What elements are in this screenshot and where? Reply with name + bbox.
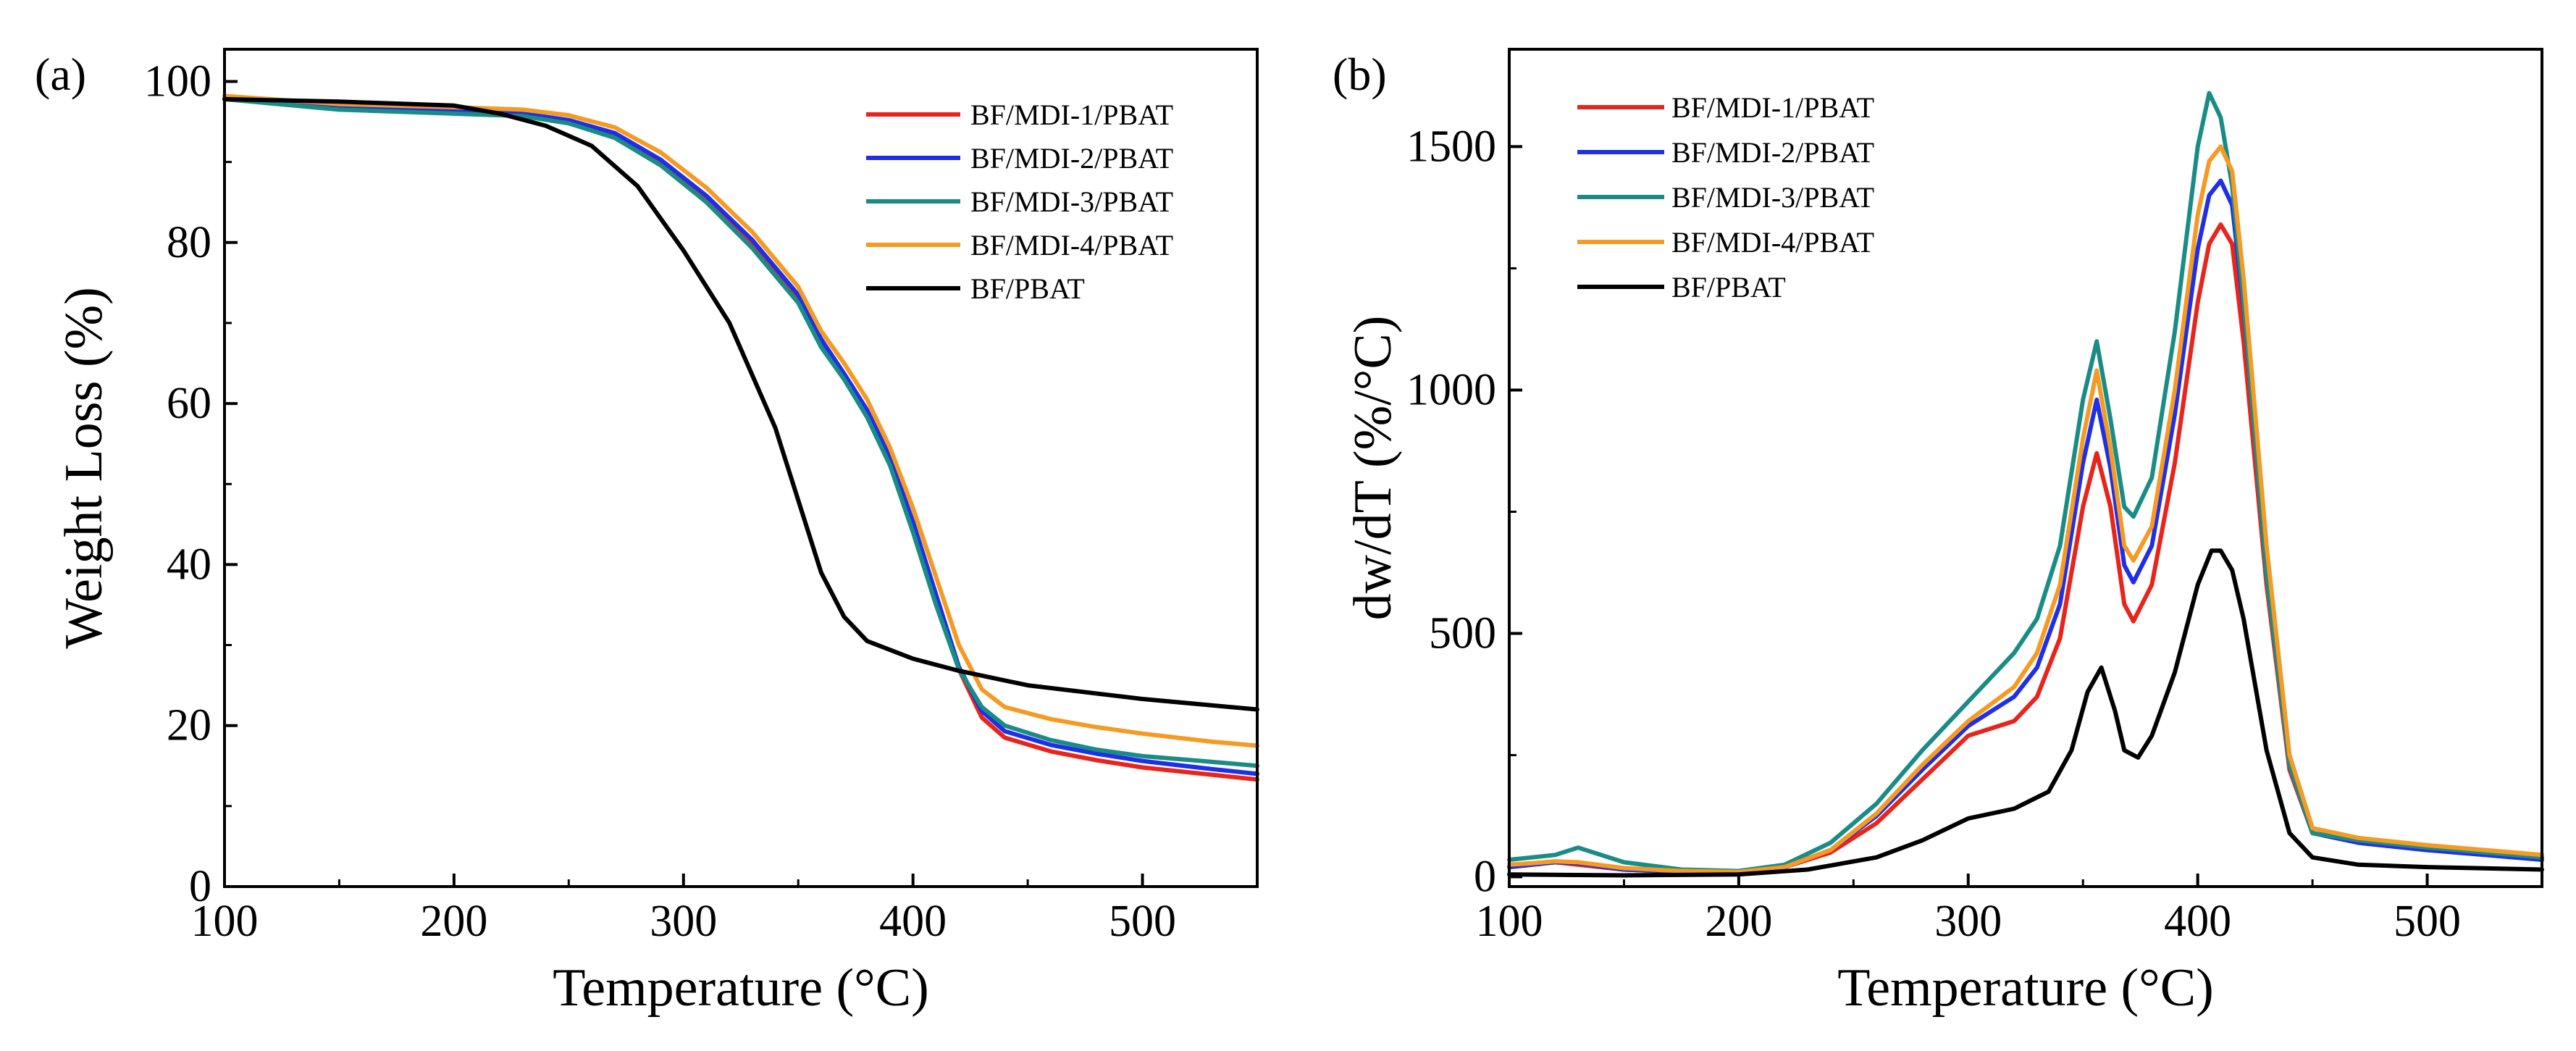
- series-line-b-1: [1507, 178, 2544, 874]
- legend-label-a-1: BF/MDI-2/PBAT: [970, 142, 1173, 175]
- series-line-a-3: [222, 93, 1259, 748]
- legend-label-b-2: BF/MDI-3/PBAT: [1671, 181, 1874, 214]
- y-tick-label-a-1: 20: [167, 701, 211, 750]
- y-tick-label-a-3: 60: [167, 379, 211, 428]
- panel-a-plot-frame: [223, 48, 1259, 888]
- panel-b-plot-frame: [1508, 48, 2543, 888]
- legend-label-a-2: BF/MDI-3/PBAT: [970, 185, 1173, 218]
- x-tick-label-b-4: 500: [2394, 897, 2461, 946]
- panel-a-y-axis-label: Weight Loss (%): [54, 287, 114, 649]
- panel-b-y-axis-label: dw/dT (%/°C): [1343, 316, 1403, 621]
- legend-label-b-0: BF/MDI-1/PBAT: [1671, 91, 1874, 124]
- panel-b: (b) 100 200 300 400 500 0 500 1000 1500 Tempera…: [1333, 48, 2544, 1018]
- y-tick-label-b-1: 500: [1429, 609, 1496, 658]
- panel-a-legend: BF/MDI-1/PBAT BF/MDI-2/PBAT BF/MDI-3/PBA…: [866, 99, 1173, 305]
- y-tick-label-a-0: 0: [189, 862, 211, 911]
- panel-a-x-axis-label: Temperature (°C): [553, 958, 929, 1018]
- panel-a-series-layer: [222, 93, 1259, 782]
- legend-label-b-3: BF/MDI-4/PBAT: [1671, 226, 1874, 259]
- y-tick-label-a-5: 100: [144, 56, 211, 106]
- series-line-a-1: [222, 96, 1259, 776]
- series-line-b-0: [1507, 222, 2544, 874]
- x-tick-label-a-3: 400: [879, 897, 947, 946]
- y-tick-label-b-3: 1500: [1406, 122, 1496, 171]
- legend-label-a-3: BF/MDI-4/PBAT: [970, 229, 1173, 261]
- y-tick-label-b-2: 1000: [1406, 365, 1496, 414]
- panel-label-b: (b): [1333, 49, 1387, 100]
- x-tick-label-b-2: 300: [1934, 897, 2002, 946]
- y-tick-label-a-2: 40: [167, 540, 211, 589]
- y-tick-label-a-4: 80: [167, 218, 211, 267]
- legend-label-b-4: BF/PBAT: [1671, 271, 1786, 303]
- x-tick-label-a-2: 300: [650, 897, 717, 946]
- x-tick-label-a-0: 100: [191, 897, 259, 946]
- series-line-b-3: [1507, 144, 2544, 874]
- panel-a-y-ticks: 0 20 40 60 80 100: [144, 56, 238, 911]
- series-line-a-4: [222, 96, 1259, 712]
- panel-b-x-axis-label: Temperature (°C): [1837, 958, 2214, 1018]
- panel-a-x-ticks: 100 200 300 400 500: [191, 874, 1176, 946]
- panel-label-a: (a): [35, 49, 86, 100]
- panel-a: (a) 100 200 300 400 500 0 20 40 60 80 100 Tempera…: [35, 48, 1259, 1018]
- series-line-b-2: [1507, 91, 2544, 874]
- legend-label-a-4: BF/PBAT: [970, 272, 1085, 305]
- x-tick-label-b-1: 200: [1705, 897, 1772, 946]
- x-tick-label-a-4: 500: [1109, 897, 1176, 946]
- legend-label-a-0: BF/MDI-1/PBAT: [970, 99, 1173, 131]
- panel-b-x-ticks: 100 200 300 400 500: [1476, 874, 2461, 946]
- legend-label-b-1: BF/MDI-2/PBAT: [1671, 136, 1874, 169]
- y-tick-label-b-0: 0: [1474, 853, 1496, 902]
- series-line-b-4: [1507, 548, 2544, 878]
- x-tick-label-a-1: 200: [420, 897, 487, 946]
- panel-b-y-ticks: 0 500 1000 1500: [1406, 122, 1522, 902]
- series-line-a-2: [222, 96, 1259, 769]
- x-tick-label-b-3: 400: [2164, 897, 2231, 946]
- panel-b-legend: BF/MDI-1/PBAT BF/MDI-2/PBAT BF/MDI-3/PBA…: [1577, 91, 1874, 303]
- panel-b-series-layer: [1507, 91, 2544, 878]
- x-tick-label-b-0: 100: [1476, 897, 1543, 946]
